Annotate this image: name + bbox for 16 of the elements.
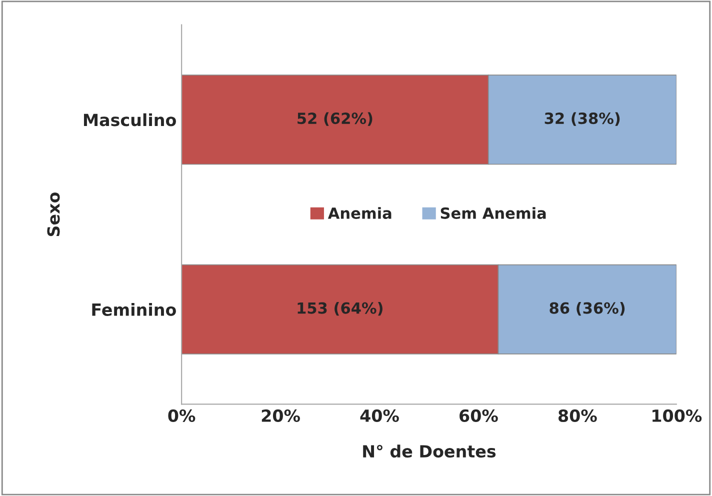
x-tick-label: 0%	[168, 409, 196, 422]
x-axis-title: N° de Doentes	[363, 444, 496, 458]
x-tick-label: 60%	[460, 409, 498, 422]
legend-label: Anemia	[328, 207, 392, 219]
data-label: 52 (62%)	[298, 112, 372, 126]
data-label: 86 (36%)	[550, 302, 625, 316]
data-label: 32 (38%)	[544, 112, 620, 126]
x-tick-label: 100%	[652, 409, 702, 422]
y-axis-title: Sexo	[47, 192, 60, 236]
x-tick-label: 20%	[262, 409, 300, 422]
y-tick-label: Feminino	[92, 303, 176, 316]
legend-label: Sem Anemia	[440, 207, 546, 219]
y-tick-label: Masculino	[84, 113, 176, 126]
x-tick-label: 80%	[558, 409, 597, 422]
x-tick-label: 40%	[360, 409, 399, 422]
data-label: 153 (64%)	[298, 302, 382, 316]
